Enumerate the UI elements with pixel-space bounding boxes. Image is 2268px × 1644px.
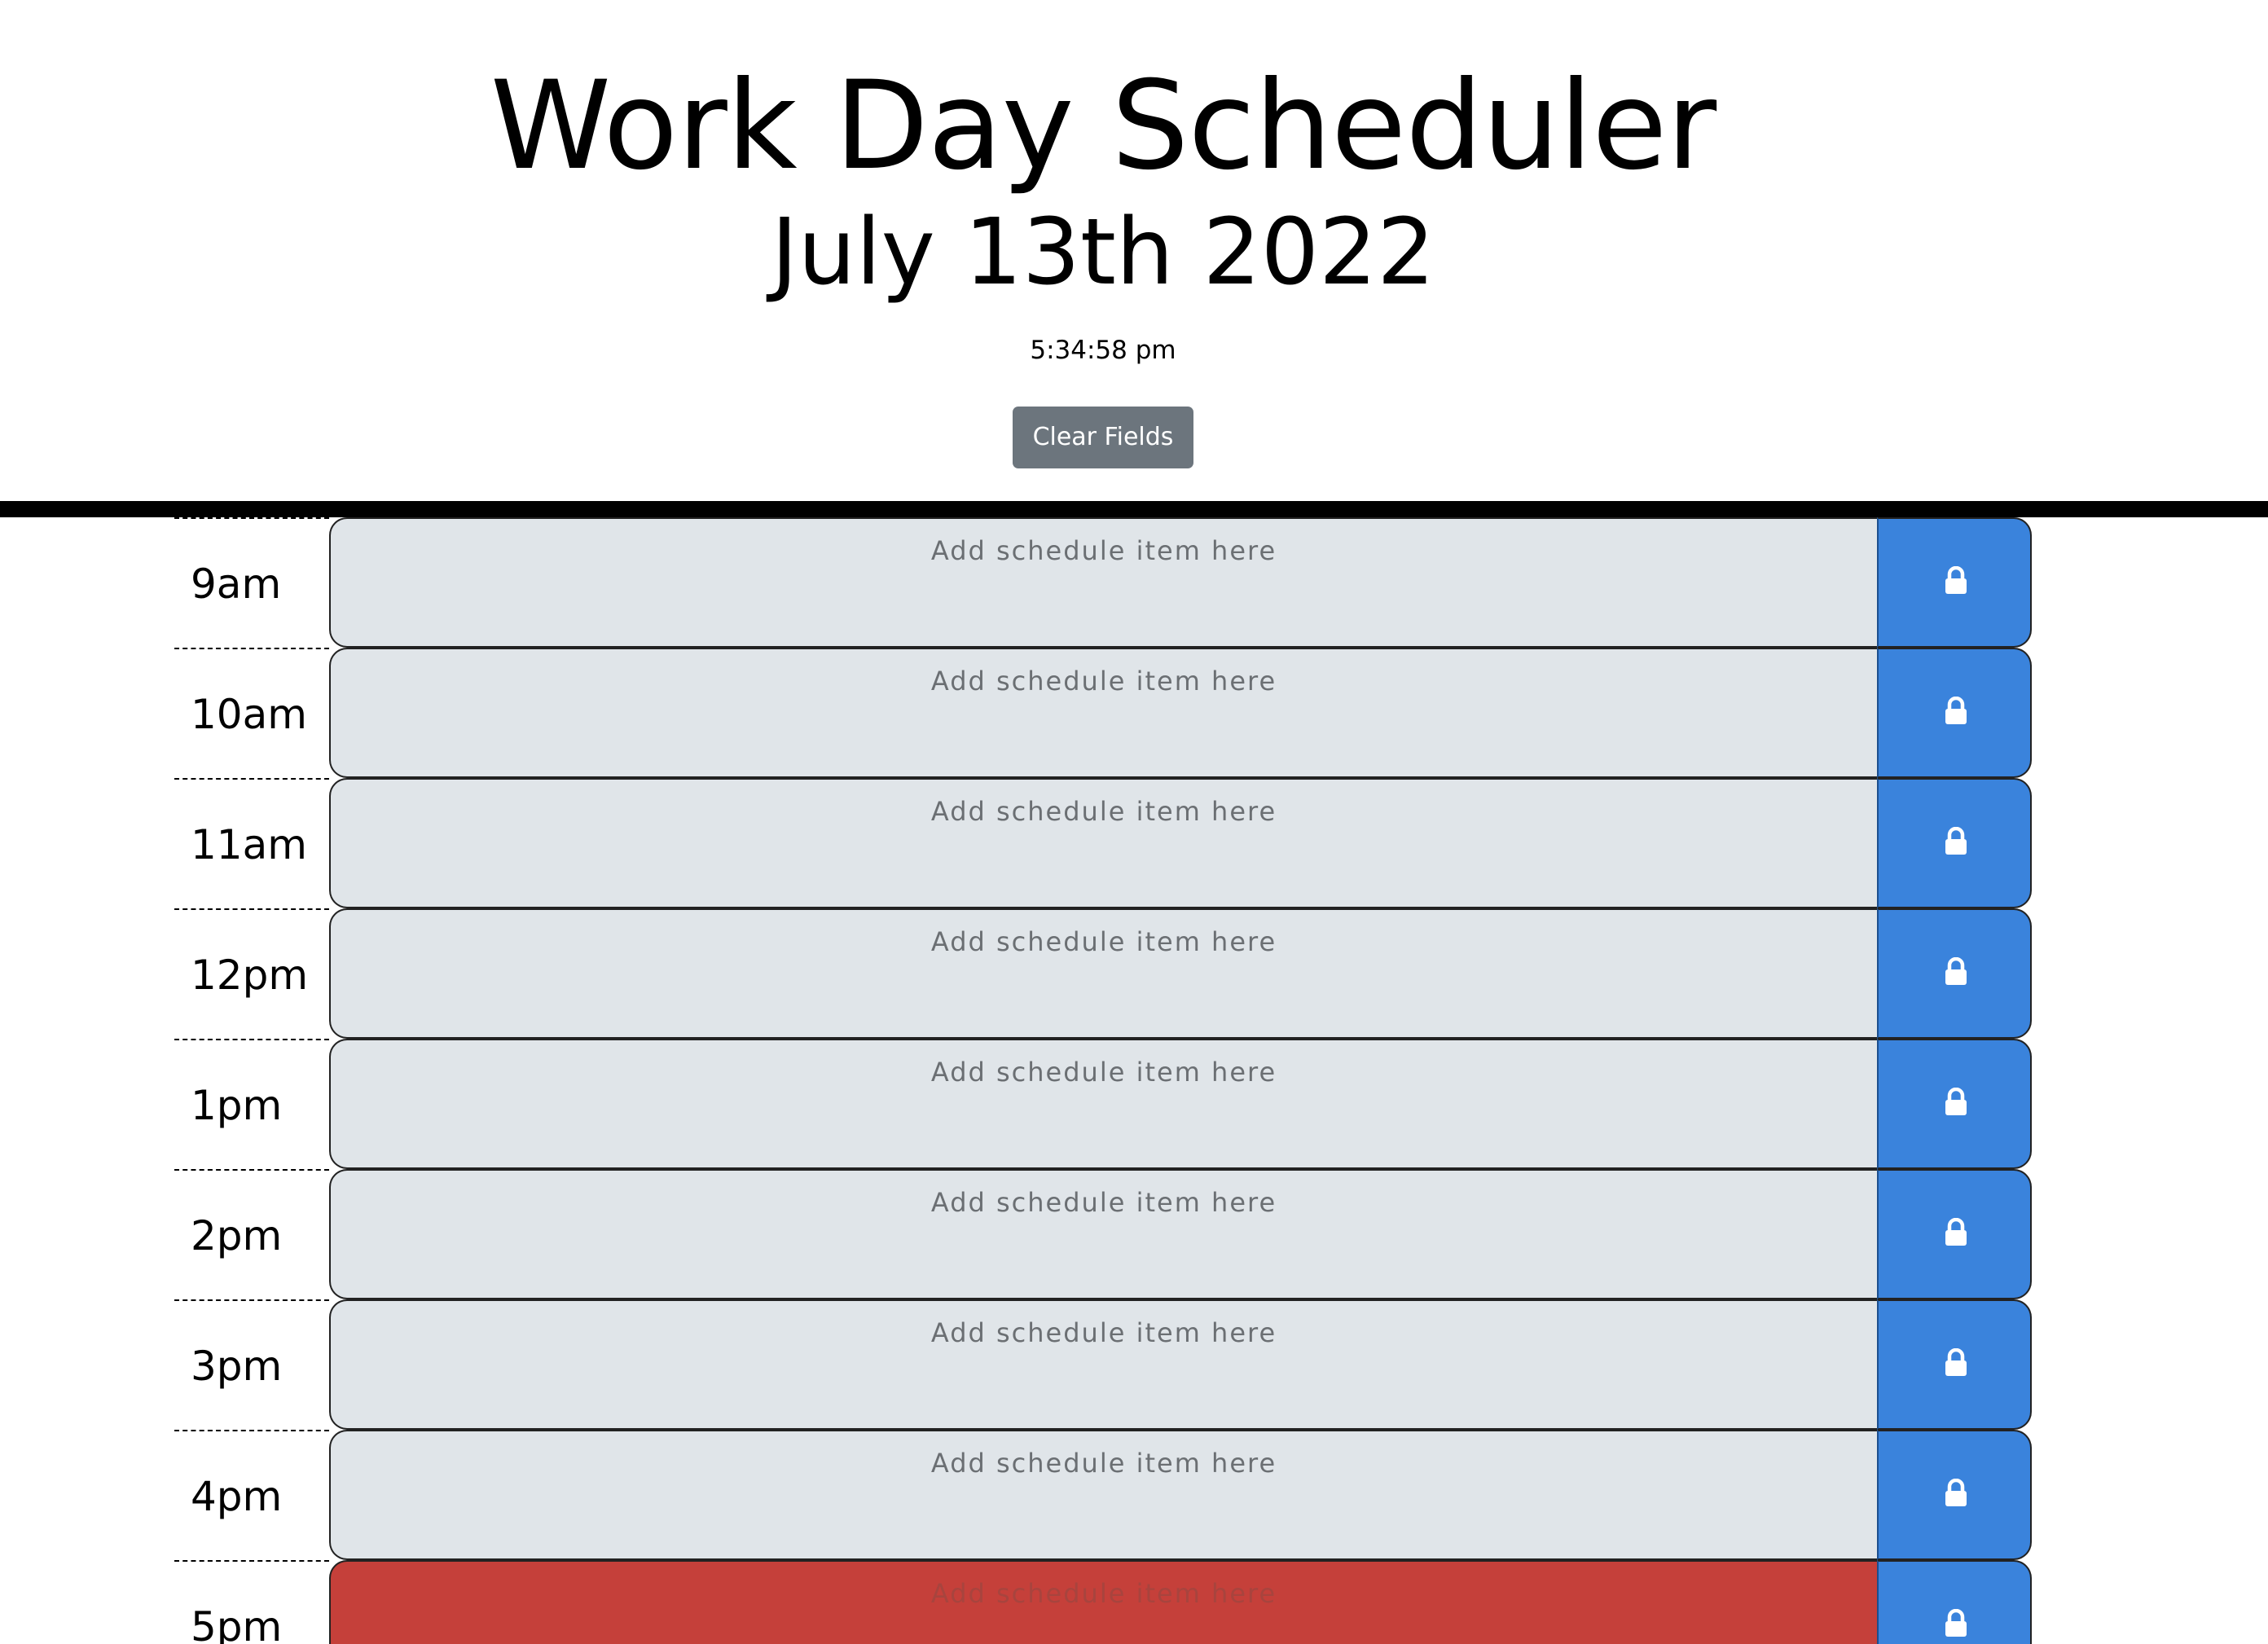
lock-icon: [1945, 827, 1967, 855]
schedule-item-input[interactable]: [329, 1430, 1877, 1560]
save-button[interactable]: [1877, 1039, 2032, 1169]
time-block-row: 4pm: [0, 1430, 2268, 1560]
schedule-item-input[interactable]: [329, 1039, 1877, 1169]
lock-icon: [1945, 1218, 1967, 1246]
lock-icon: [1945, 957, 1967, 985]
schedule-item-input[interactable]: [329, 1169, 1877, 1299]
hour-label: 9am: [174, 517, 329, 648]
schedule-item-input[interactable]: [329, 908, 1877, 1039]
lock-icon: [1945, 1609, 1967, 1637]
save-button[interactable]: [1877, 908, 2032, 1039]
time-block-row: 2pm: [0, 1169, 2268, 1299]
header: Work Day Scheduler July 13th 2022 5:34:5…: [0, 0, 2268, 501]
time-block-row: 10am: [0, 648, 2268, 778]
header-divider: [0, 501, 2268, 517]
save-button[interactable]: [1877, 1560, 2032, 1644]
save-button[interactable]: [1877, 1169, 2032, 1299]
save-button[interactable]: [1877, 1430, 2032, 1560]
save-button[interactable]: [1877, 648, 2032, 778]
time-block-row: 11am: [0, 778, 2268, 908]
page-title: Work Day Scheduler: [490, 55, 1716, 197]
time-block-row: 5pm: [0, 1560, 2268, 1644]
lock-icon: [1945, 1088, 1967, 1115]
lock-icon: [1945, 1479, 1967, 1506]
hour-label: 1pm: [174, 1039, 329, 1169]
save-button[interactable]: [1877, 1299, 2032, 1430]
schedule-item-input[interactable]: [329, 778, 1877, 908]
schedule-item-input[interactable]: [329, 1299, 1877, 1430]
lock-icon: [1945, 1348, 1967, 1376]
save-button[interactable]: [1877, 517, 2032, 648]
time-block-row: 12pm: [0, 908, 2268, 1039]
hour-label: 12pm: [174, 908, 329, 1039]
current-time: 5:34:58 pm: [1030, 336, 1176, 365]
time-block-row: 1pm: [0, 1039, 2268, 1169]
clear-fields-button[interactable]: Clear Fields: [1013, 407, 1193, 468]
hour-label: 3pm: [174, 1299, 329, 1430]
time-block-row: 9am: [0, 517, 2268, 648]
lock-icon: [1945, 566, 1967, 594]
lock-icon: [1945, 697, 1967, 724]
hour-label: 5pm: [174, 1560, 329, 1644]
hour-label: 4pm: [174, 1430, 329, 1560]
schedule-item-input[interactable]: [329, 517, 1877, 648]
schedule-item-input[interactable]: [329, 1560, 1877, 1644]
schedule-list: 9am10am11am12pm1pm2pm3pm4pm5pm: [0, 517, 2268, 1644]
hour-label: 11am: [174, 778, 329, 908]
hour-label: 10am: [174, 648, 329, 778]
hour-label: 2pm: [174, 1169, 329, 1299]
save-button[interactable]: [1877, 778, 2032, 908]
schedule-item-input[interactable]: [329, 648, 1877, 778]
current-date: July 13th 2022: [771, 200, 1435, 306]
time-block-row: 3pm: [0, 1299, 2268, 1430]
